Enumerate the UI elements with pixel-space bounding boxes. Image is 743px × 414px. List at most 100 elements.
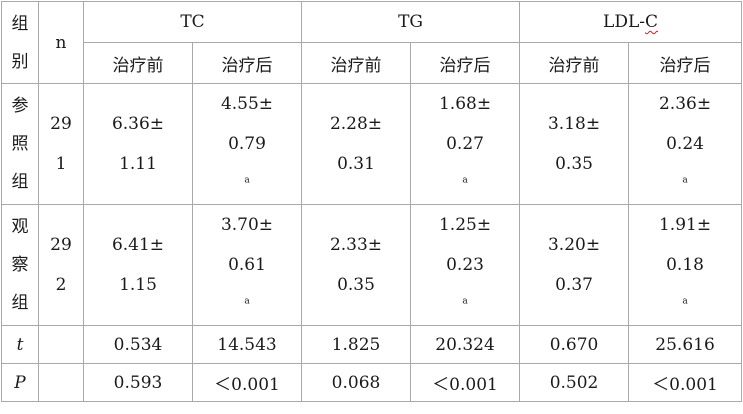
value-cell: 2.36± 0.24 a [628,83,743,205]
sd-value: 0.31 [337,154,375,174]
sd: 1.15 [84,265,192,305]
sd-value: 0.35 [555,154,593,174]
sd: 0.35 [520,144,628,184]
value-cell: 3.20± 0.37 [519,204,630,326]
sd: 0.23 a [411,245,519,325]
value-cell: 6.36± 1.11 [83,83,193,205]
sd: 0.24 a [629,124,741,204]
tc-header: TC [82,1,303,43]
sig-mark: a [682,175,688,186]
p-value: 0.502 [519,363,630,402]
header-row: 组 别 n TC TG LDL-C [1,1,743,84]
p-value: ＜0.001 [191,363,303,402]
value-cell: 1.25± 0.23 a [410,204,521,326]
group-header-char: 组 [11,13,29,34]
sd-value: 1.11 [119,154,157,174]
value-cell: 1.91± 0.18 a [628,204,743,326]
n-part: 29 [50,235,72,255]
value-cell: 4.55± 0.79 a [191,83,303,205]
t-row: t 0.534 14.543 1.825 20.324 0.670 25.616 [1,325,743,364]
group-label-char: 参 [11,96,29,116]
p-value: 0.068 [301,363,412,402]
p-row: P 0.593 ＜0.001 0.068 ＜0.001 0.502 ＜0.001 [1,363,743,402]
sd: 0.18 a [629,245,741,325]
table-row: 参 照 组 29 1 6.36± 1.11 4.55± 0.79 a 2.28± 0.3… [1,83,743,205]
group-label: 参 照 组 [1,83,39,205]
ldl-header-suffix: C [645,12,659,32]
ldl-header-prefix: LDL- [603,12,645,32]
subheader-cell: 治疗后 [628,42,743,84]
mean: 3.20± [547,235,601,255]
value-cell: 2.33± 0.35 [301,204,412,326]
sig-mark: a [462,296,468,307]
n-part: 29 [50,114,72,134]
sig-mark: a [244,296,250,307]
comparison-table: 组 别 n TC TG LDL-C 治疗前 治疗后 治疗前 治疗后 治疗前 治疗… [1,1,743,402]
n-header: n [38,1,84,84]
p-value: 0.593 [83,363,193,402]
p-value: ＜0.001 [628,363,743,402]
mean: 1.25± [438,215,492,235]
t-value: 20.324 [410,325,521,364]
tg-header: TG [301,1,521,43]
mean: 6.41± [111,235,165,255]
value-cell: 2.28± 0.31 [301,83,412,205]
t-value: 14.543 [191,325,303,364]
sd: 1.11 [84,144,192,184]
ldl-header: LDL-C [519,1,743,43]
sd-value: 0.61 [228,255,266,275]
sd: 0.35 [302,265,410,305]
mean: 6.36± [111,114,165,134]
subheader-cell: 治疗后 [191,42,303,84]
sig-mark: a [682,296,688,307]
empty-cell [38,325,84,364]
t-label: t [1,325,39,364]
value-cell: 3.18± 0.35 [519,83,630,205]
mean: 3.18± [547,114,601,134]
sd-value: 1.15 [119,275,157,295]
p-label: P [1,363,39,402]
table-row: 观 察 组 29 2 6.41± 1.15 3.70± 0.61 a 2.33± 0.3… [1,204,743,326]
group-label-char: 察 [11,255,29,275]
sd-value: 0.27 [446,134,484,154]
value-cell: 1.68± 0.27 a [410,83,521,205]
p-value: ＜0.001 [410,363,521,402]
sd-value: 0.35 [337,275,375,295]
t-value: 0.534 [83,325,193,364]
group-label-char: 观 [11,217,29,237]
sd-value: 0.18 [666,255,704,275]
subheader-cell: 治疗前 [519,42,630,84]
n-part: 2 [55,275,67,295]
sig-mark: a [462,175,468,186]
subheader-row: 治疗前 治疗后 治疗前 治疗后 治疗前 治疗后 [2,42,743,84]
empty-cell [38,363,84,402]
group-label-char: 组 [11,172,29,192]
sd: 0.61 a [193,245,301,325]
mean: 4.55± [220,94,274,114]
sd-value: 0.37 [555,275,593,295]
subheader-cell: 治疗前 [301,42,412,84]
mean: 3.70± [220,215,274,235]
mean: 2.28± [329,114,383,134]
sd-value: 0.79 [228,134,266,154]
sd: 0.79 a [193,124,301,204]
t-value: 1.825 [301,325,412,364]
t-value: 0.670 [519,325,630,364]
mean: 1.91± [658,215,712,235]
group-header-char: 别 [11,51,29,72]
n-cell: 29 1 [38,83,84,205]
n-part: 1 [55,154,67,174]
subheader-cell: 治疗前 [83,42,193,84]
group-label: 观 察 组 [1,204,39,326]
sd: 0.37 [520,265,628,305]
value-cell: 3.70± 0.61 a [191,204,303,326]
mean: 2.33± [329,235,383,255]
mean: 1.68± [438,94,492,114]
group-label-char: 组 [11,293,29,313]
sd-value: 0.23 [446,255,484,275]
group-header: 组 别 [1,1,39,84]
sd: 0.31 [302,144,410,184]
subheader-cell: 治疗后 [410,42,521,84]
group-label-char: 照 [11,134,29,154]
n-cell: 29 2 [38,204,84,326]
